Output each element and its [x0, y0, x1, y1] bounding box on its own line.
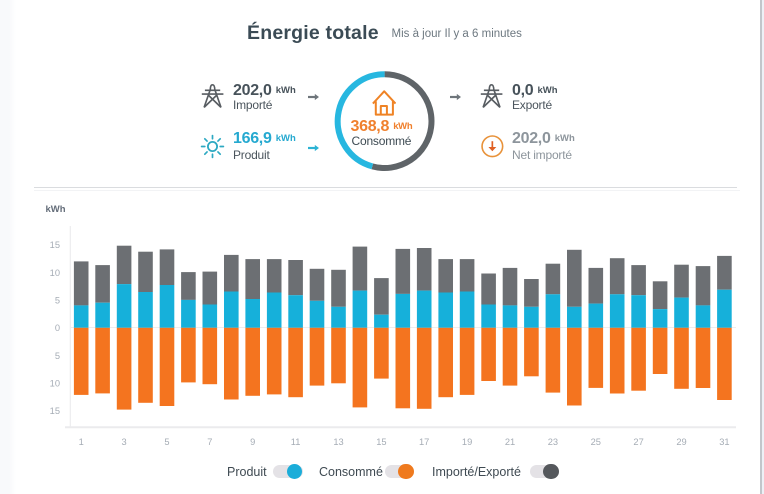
svg-text:15: 15: [50, 406, 60, 416]
svg-text:15: 15: [376, 437, 386, 447]
svg-text:10: 10: [50, 268, 60, 278]
svg-text:1: 1: [79, 437, 84, 447]
svg-text:25: 25: [591, 437, 601, 447]
svg-text:29: 29: [676, 437, 686, 447]
svg-text:7: 7: [207, 437, 212, 447]
svg-text:3: 3: [122, 437, 127, 447]
svg-text:19: 19: [462, 437, 472, 447]
svg-text:23: 23: [548, 437, 558, 447]
svg-text:11: 11: [291, 437, 301, 447]
svg-text:27: 27: [633, 437, 643, 447]
svg-text:31: 31: [719, 437, 729, 447]
svg-text:5: 5: [164, 437, 169, 447]
svg-text:9: 9: [250, 437, 255, 447]
svg-text:5: 5: [55, 296, 60, 306]
svg-text:13: 13: [333, 437, 343, 447]
svg-text:15: 15: [50, 240, 60, 250]
svg-text:21: 21: [505, 437, 515, 447]
svg-text:0: 0: [55, 323, 60, 333]
svg-text:17: 17: [419, 437, 429, 447]
svg-text:5: 5: [55, 351, 60, 361]
svg-text:10: 10: [50, 379, 60, 389]
